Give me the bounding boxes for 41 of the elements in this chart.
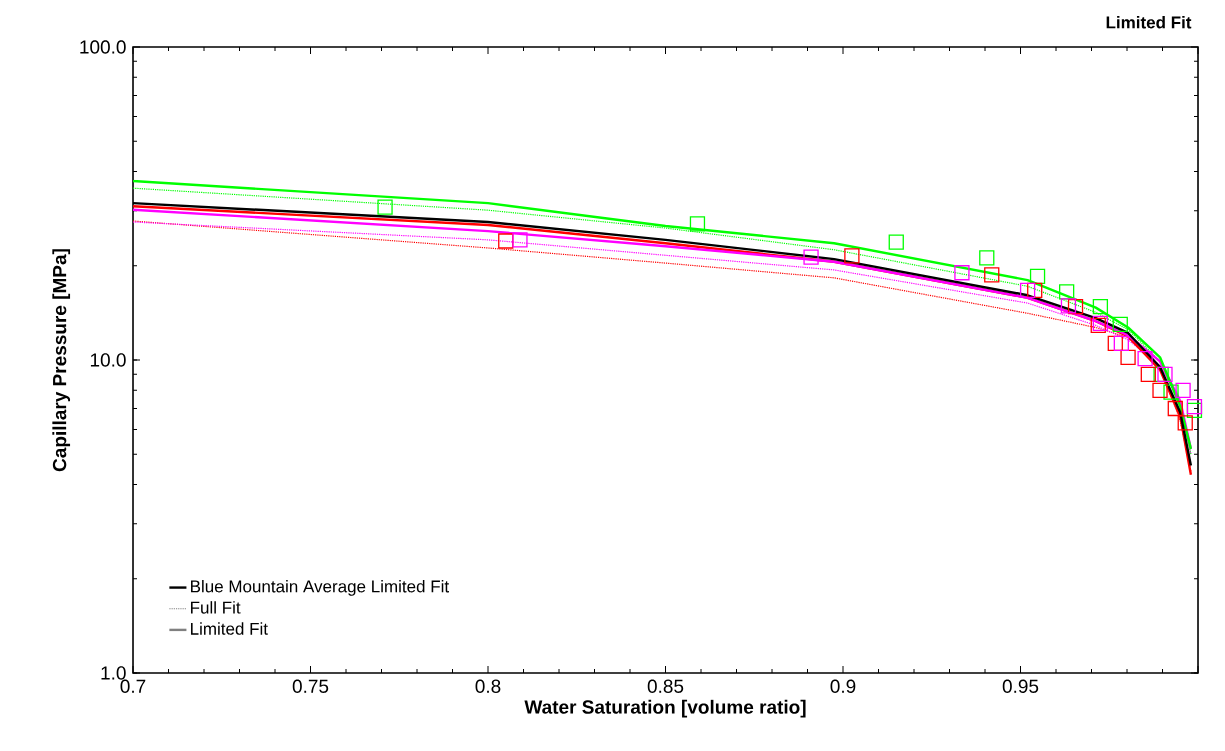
- point: [979, 250, 995, 266]
- point: [844, 248, 860, 264]
- x-tick-label: 0.95: [1002, 679, 1039, 693]
- point: [512, 232, 528, 248]
- point: [1157, 366, 1173, 382]
- legend-label: Blue Mountain Average Limited Fit: [191, 579, 449, 596]
- point: [1152, 382, 1168, 398]
- point: [1167, 400, 1183, 417]
- point: [689, 216, 706, 232]
- x-tick-label: 0.9: [830, 679, 856, 693]
- y-tick-label: 10.0: [90, 353, 126, 367]
- point: [1113, 335, 1129, 352]
- point: [888, 234, 904, 250]
- point: [1137, 350, 1153, 367]
- x-axis-title: Water Saturation [volume ratio]: [524, 699, 806, 718]
- point: [1177, 415, 1193, 431]
- point: [377, 199, 393, 215]
- point: [1163, 384, 1179, 400]
- point: [1092, 299, 1109, 315]
- y-axis-title: Capillary Pressure [MPa]: [52, 249, 71, 472]
- point: [1060, 298, 1077, 314]
- x-tick-label: 0.85: [647, 679, 684, 693]
- point: [1175, 382, 1191, 398]
- point: [1140, 366, 1156, 382]
- chart-title: Limited Fit: [1106, 15, 1192, 29]
- point: [954, 265, 970, 281]
- legend-label: Full Fit: [191, 601, 241, 614]
- y-tick-label: 100.0: [80, 40, 126, 54]
- point: [1186, 398, 1203, 415]
- point: [1120, 349, 1136, 365]
- point: [1067, 299, 1084, 315]
- point: [984, 267, 1000, 283]
- point: [803, 249, 819, 265]
- y-tick-label: 1.0: [101, 666, 126, 680]
- x-tick-label: 0.7: [120, 679, 146, 693]
- point: [1019, 282, 1036, 298]
- x-tick-label: 0.8: [475, 679, 501, 693]
- legend-label: Limited Fit: [191, 622, 268, 635]
- x-tick-label: 0.75: [292, 679, 329, 693]
- point: [1059, 284, 1075, 300]
- point: [1112, 316, 1128, 332]
